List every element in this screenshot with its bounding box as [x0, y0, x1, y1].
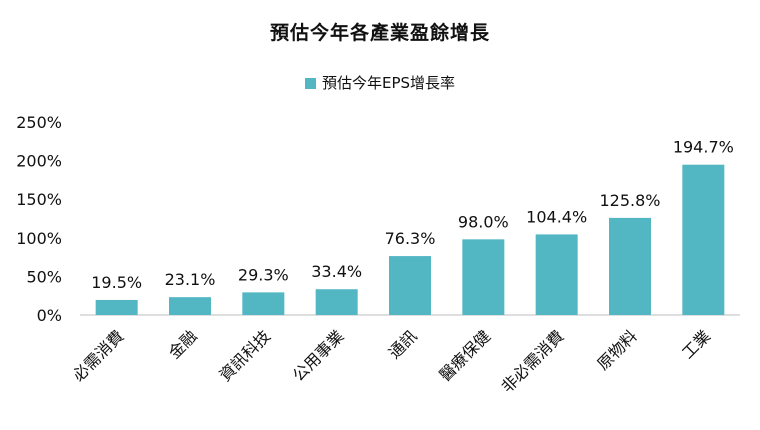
y-tick-label: 0%: [37, 306, 62, 325]
bar: [609, 217, 651, 315]
data-label: 125.8%: [599, 191, 660, 210]
category-label: 原物料: [593, 326, 640, 373]
category-label: 公用事業: [289, 326, 348, 385]
chart-title: 預估今年各產業盈餘增長: [269, 22, 490, 44]
data-label: 33.4%: [311, 262, 362, 281]
bar: [462, 239, 505, 315]
y-tick-label: 100%: [16, 229, 62, 248]
legend-swatch: [304, 78, 316, 89]
legend: 預估今年EPS增長率: [0, 72, 760, 93]
data-label: 19.5%: [91, 273, 142, 292]
category-label: 工業: [678, 326, 714, 362]
legend-label: 預估今年EPS增長率: [321, 74, 456, 92]
data-label: 104.4%: [526, 207, 587, 226]
bar: [682, 164, 725, 315]
data-label: 76.3%: [385, 229, 436, 248]
y-tick-label: 200%: [16, 152, 62, 171]
bar: [169, 297, 211, 315]
bars: [95, 164, 725, 315]
category-label: 金融: [165, 326, 201, 362]
bar: [242, 292, 285, 315]
data-label: 194.7%: [673, 138, 734, 157]
bar: [535, 234, 578, 315]
bar: [95, 299, 138, 315]
y-axis-ticks: 0% 50% 100% 150% 200% 250%: [16, 113, 62, 325]
category-label: 資訊科技: [215, 326, 274, 385]
category-label: 通訊: [385, 326, 421, 362]
data-label: 98.0%: [458, 212, 509, 231]
data-label: 23.1%: [165, 270, 216, 289]
y-tick-label: 150%: [16, 190, 62, 209]
y-tick-label: 50%: [26, 267, 62, 286]
bar: [389, 256, 431, 315]
category-label: 醫療保健: [435, 326, 494, 385]
category-label: 必需消費: [69, 326, 128, 385]
data-label: 29.3%: [238, 265, 289, 284]
data-labels: 19.5% 23.1% 29.3% 33.4% 76.3% 98.0% 104.4% 125.…: [91, 138, 734, 292]
x-axis-labels: 必需消費 金融 資訊科技 公用事業 通訊 醫療保健 非必需消費 原物料 工業: [69, 326, 714, 396]
category-label: 非必需消費: [497, 326, 567, 396]
y-tick-label: 250%: [16, 113, 62, 132]
bar: [315, 289, 358, 315]
